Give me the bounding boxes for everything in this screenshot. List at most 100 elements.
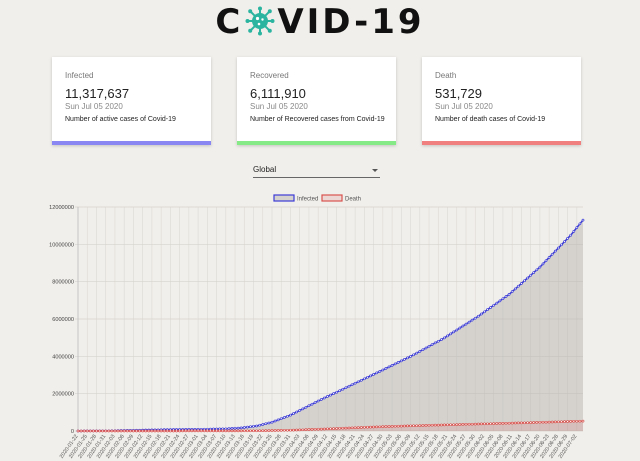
data-point [147,429,151,433]
data-point [550,252,554,256]
data-point [489,422,492,426]
data-point [212,429,215,433]
legend-label: Death [345,197,361,203]
data-point [95,429,98,433]
data-point [249,425,252,429]
data-point [538,420,542,424]
data-point [252,429,255,433]
data-point [344,386,348,390]
data-point [406,356,409,360]
card-description: Number of active cases of Covid-19 [65,116,176,123]
data-point [516,284,520,288]
data-point [455,423,459,426]
card-label: Infected [65,71,94,80]
covid-logo: C VID-19 [0,2,640,42]
logo-letter-c: C [215,2,244,42]
data-point [135,429,138,433]
infected-card: Infected 11,317,637 Sun Jul 05 2020 Numb… [52,57,211,145]
country-select[interactable]: Global [253,163,380,178]
data-point [427,344,431,348]
data-point [313,401,317,404]
card-count: 531,729 [435,86,482,101]
data-point [566,237,569,240]
data-point [175,429,178,433]
data-point [476,314,480,318]
data-point [338,426,342,430]
data-point [369,374,372,378]
virus-icon [245,6,275,36]
data-point [443,336,446,340]
data-point [230,427,234,430]
data-point [436,339,440,343]
data-point [449,332,452,336]
data-point [267,429,271,432]
data-point [544,420,548,424]
data-point [289,413,292,417]
data-point [541,420,545,424]
data-point [372,425,375,429]
y-tick-label: 0 [71,429,74,435]
data-point [384,367,388,370]
data-point [581,419,585,423]
data-point [486,308,489,311]
data-point [467,422,471,426]
data-point [209,429,212,433]
data-point [359,426,363,429]
data-point [322,396,326,400]
data-point [322,427,326,431]
data-point [516,421,520,425]
data-point [335,390,339,394]
data-point [138,429,141,433]
data-point [292,428,295,432]
data-point [239,426,243,430]
data-point [341,426,345,430]
data-point [107,429,111,433]
data-point [473,316,477,320]
data-point [489,306,492,309]
data-point [304,405,308,409]
data-point [563,240,566,243]
data-point [483,422,486,426]
data-point [523,279,526,283]
data-point [165,429,169,433]
data-point [569,233,573,237]
y-tick-label: 6000000 [52,317,74,323]
data-point [430,343,434,346]
data-point [381,425,385,428]
data-point [424,346,428,350]
data-point [560,420,563,424]
data-point [369,425,372,429]
data-point [575,419,579,423]
data-point [178,429,181,433]
card-date: Sun Jul 05 2020 [65,102,123,111]
data-point [301,407,305,411]
data-point [535,268,539,272]
data-point [233,429,237,433]
data-point [264,422,268,426]
data-point [523,421,526,425]
data-point [258,429,262,433]
data-point [82,429,86,433]
data-point [246,425,249,429]
data-point [295,410,298,414]
data-point [236,429,240,433]
card-color-bar [422,141,581,145]
data-point [279,429,283,432]
data-point [390,364,394,367]
data-point [172,429,175,433]
data-point [403,358,406,361]
data-point [427,423,431,427]
data-point [495,301,499,305]
data-point [307,428,311,431]
data-point [406,424,409,428]
data-point [572,419,576,423]
data-point [144,429,148,433]
data-point [399,359,403,363]
data-point [473,422,477,426]
data-point [541,262,545,266]
y-tick-label: 8000000 [52,280,74,286]
data-point [286,428,289,432]
data-point [458,326,462,330]
data-point [504,421,508,425]
data-point [461,324,465,328]
